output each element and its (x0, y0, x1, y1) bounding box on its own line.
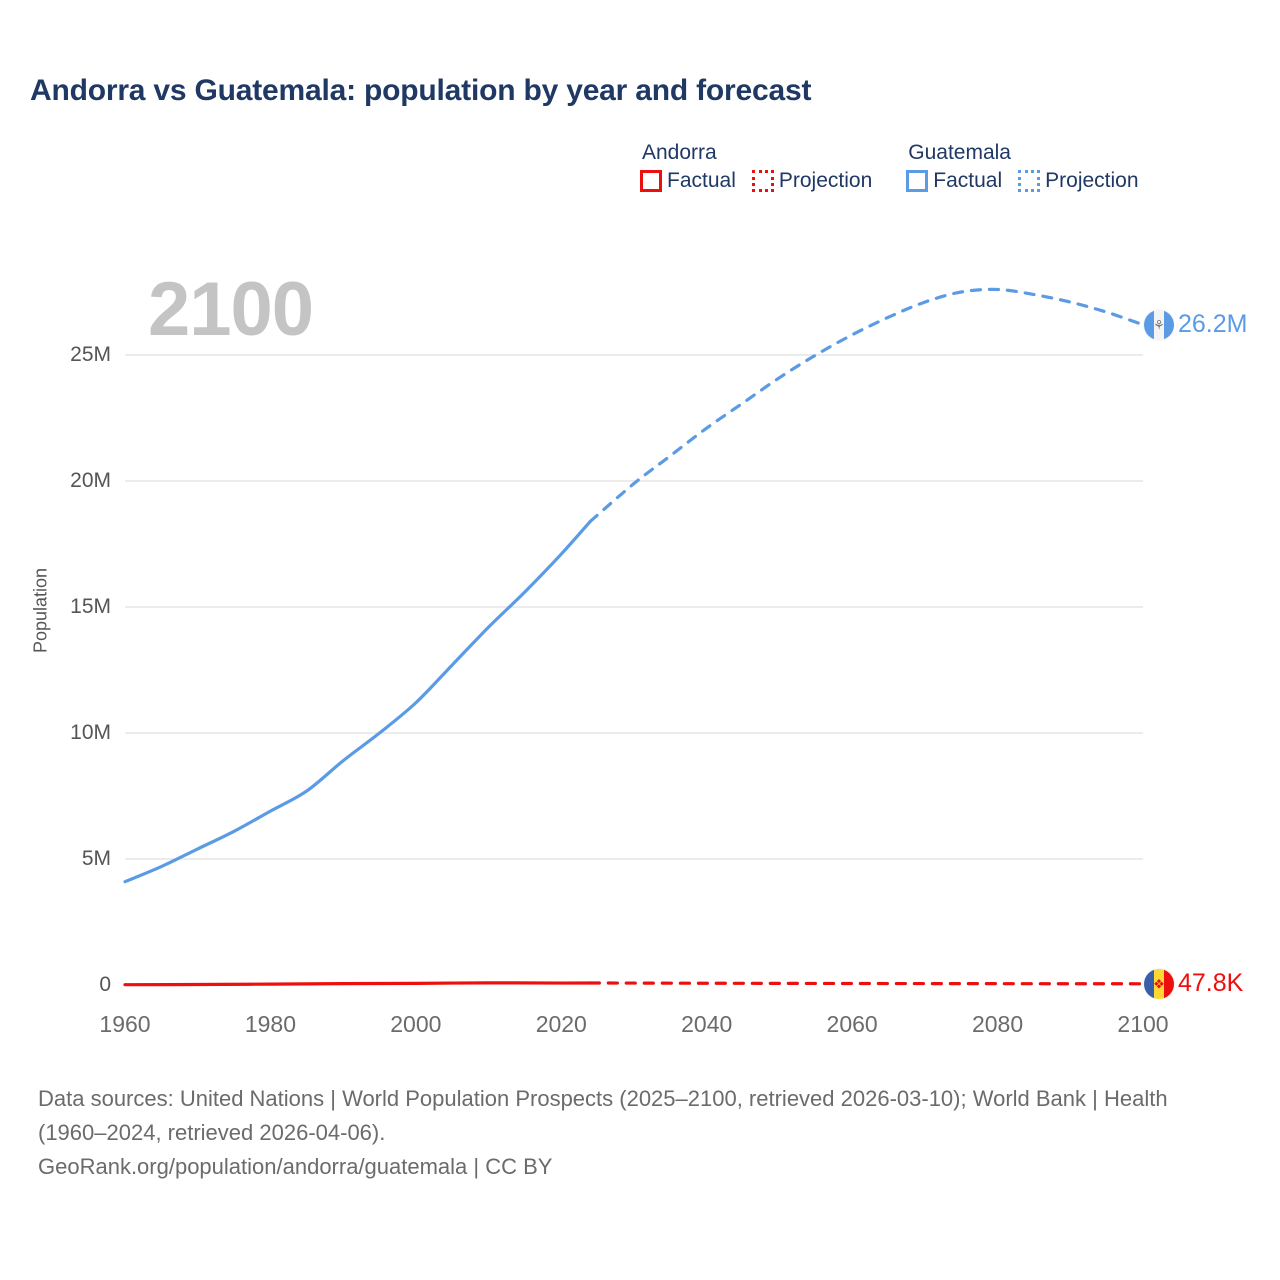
andorra-flag-icon: ❖ (1144, 968, 1174, 999)
x-tick-label: 2040 (681, 1011, 733, 1037)
guatemala-flag-icon: ⚘ (1144, 309, 1174, 340)
legend-item-label: Factual (933, 169, 1003, 192)
legend-group-title-guatemala: Guatemala (908, 141, 1011, 164)
legend-item-guatemala-factual[interactable]: Factual (906, 170, 1002, 192)
page-title: Andorra vs Guatemala: population by year… (30, 74, 812, 107)
legend-item-label: Projection (1045, 169, 1139, 192)
legend-entries-andorra: Factual Projection (640, 170, 872, 192)
legend-entries-guatemala: Factual Projection (906, 169, 1139, 192)
legend-item-guatemala-projection[interactable]: Projection (1018, 169, 1139, 192)
andorra-end-marker: ❖ 47.8K (1144, 968, 1244, 999)
chart-canvas (123, 287, 1145, 987)
series-line-guatemala (588, 287, 1145, 523)
series-line-andorra (588, 981, 1145, 986)
legend-swatch-solid-icon (906, 170, 929, 192)
x-tick-label: 2000 (390, 1011, 442, 1037)
x-tick-label: 1960 (99, 1011, 151, 1037)
y-tick-label: 10M (70, 721, 111, 744)
legend-item-label: Factual (667, 169, 736, 192)
legend-swatch-dotted-icon (1018, 170, 1041, 192)
legend-item-label: Projection (778, 169, 873, 192)
x-tick-label: 2060 (826, 1011, 878, 1037)
legend-swatch-solid-icon (640, 170, 662, 192)
x-tick-label: 2100 (1117, 1011, 1169, 1037)
x-tick-label: 1980 (244, 1011, 296, 1037)
chart-plot-area: 2100 Population 0 5M 10M 15M 20M 25M 1960 1980… (31, 267, 1248, 1037)
gridlines (125, 354, 1143, 860)
guatemala-end-marker: ⚘ 26.2M (1144, 309, 1248, 340)
guatemala-emblem-icon: ⚘ (1153, 317, 1165, 333)
y-tick-label: 25M (70, 343, 111, 366)
x-tick-label: 2020 (535, 1011, 587, 1037)
legend-item-andorra-projection[interactable]: Projection (751, 169, 873, 192)
y-tick-label: 5M (81, 847, 111, 870)
y-tick-label: 0 (99, 973, 111, 996)
y-tick-label: 20M (70, 469, 111, 492)
legend-group-title-andorra: Andorra (642, 141, 717, 164)
series-line-andorra (123, 981, 592, 987)
legend-group-andorra: Andorra Factual Projection (640, 140, 872, 192)
andorra-emblem-icon: ❖ (1153, 976, 1165, 992)
andorra-end-value: 47.8K (1178, 969, 1244, 998)
chart-legend: Andorra Factual Projection Guatemala Fac… (640, 140, 1139, 192)
series-lines (123, 287, 1145, 987)
series-line-guatemala (123, 519, 592, 884)
year-watermark: 2100 (148, 267, 314, 352)
guatemala-end-value: 26.2M (1178, 310, 1248, 339)
legend-group-guatemala: Guatemala Factual Projection (906, 140, 1139, 192)
attribution-text: GeoRank.org/population/andorra/guatemala… (38, 1154, 553, 1179)
y-tick-label: 15M (70, 595, 111, 618)
x-tick-label: 2080 (971, 1011, 1024, 1037)
chart-footer: Data sources: United Nations | World Pop… (38, 1082, 1248, 1184)
legend-item-andorra-factual[interactable]: Factual (640, 170, 736, 192)
legend-swatch-dotted-icon (751, 170, 774, 192)
data-sources-text: Data sources: United Nations | World Pop… (38, 1086, 1168, 1145)
